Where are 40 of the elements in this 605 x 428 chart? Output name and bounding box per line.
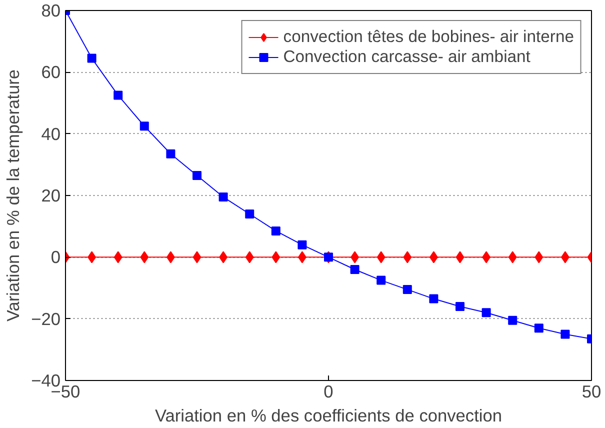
point	[218, 192, 228, 202]
legend-label: Convection carcasse- air ambiant	[283, 47, 530, 67]
point	[245, 251, 254, 264]
legend-label: convection têtes de bobines- air interne	[283, 27, 574, 47]
point	[114, 90, 123, 100]
point	[298, 240, 307, 250]
y-tick-label: 0	[50, 247, 61, 268]
point	[456, 302, 464, 311]
point	[456, 251, 464, 264]
point	[534, 251, 544, 264]
point	[114, 251, 122, 264]
point	[140, 251, 149, 264]
y-tick-label: 60	[41, 62, 61, 82]
y-tick-label: 40	[41, 124, 61, 144]
x-axis-title: Variation en % des coefficients de convection	[154, 406, 502, 426]
y-axis-title: Variation en % de la temperature	[3, 69, 24, 322]
point	[350, 265, 360, 274]
point	[140, 122, 149, 131]
point	[402, 285, 412, 294]
x-tick-label: 0	[324, 382, 334, 402]
y-tick-label: 80	[41, 0, 61, 20]
point	[482, 308, 491, 318]
y-tick-label: 20	[41, 186, 61, 206]
point	[272, 251, 280, 264]
point	[508, 316, 518, 325]
x-tick-label: 50	[582, 382, 602, 402]
point	[403, 251, 412, 264]
point	[271, 226, 280, 236]
point	[534, 324, 544, 333]
point	[429, 294, 438, 304]
point	[560, 330, 570, 339]
point	[376, 251, 386, 264]
point	[192, 170, 202, 180]
point	[508, 251, 517, 264]
point	[166, 149, 176, 158]
point	[192, 251, 202, 264]
point	[245, 210, 254, 218]
point	[376, 276, 386, 285]
y-tick-label: −20	[31, 308, 61, 329]
point	[87, 54, 96, 63]
